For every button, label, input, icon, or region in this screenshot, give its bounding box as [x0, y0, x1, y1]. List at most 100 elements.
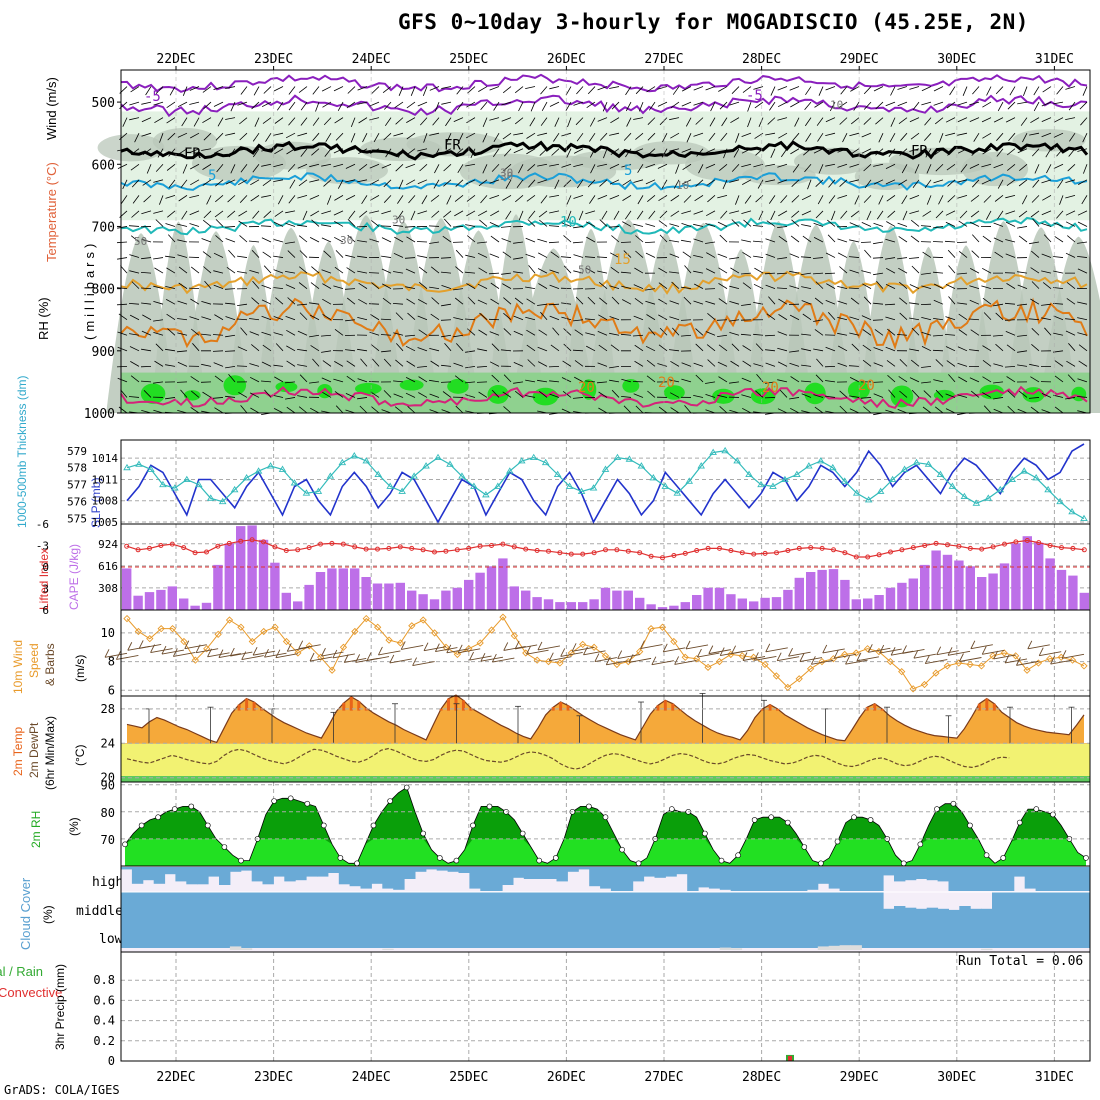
wind-barb [743, 219, 752, 227]
wind-barb [322, 360, 332, 367]
wind-barb [315, 101, 320, 112]
wind-barb [1041, 409, 1052, 414]
wind-barb [849, 395, 860, 398]
thickness-marker [434, 453, 442, 461]
li-marker [238, 538, 244, 544]
temp-tick-label: 24 [101, 736, 115, 750]
pressure-tick-label: 700 [92, 220, 115, 235]
wind-barb [261, 331, 272, 336]
wind-barb [683, 195, 692, 203]
wind-barb [597, 194, 608, 200]
upper-panel-frame [120, 69, 1091, 414]
cloud-high-bar [273, 867, 285, 877]
cloud-high-bar [349, 867, 361, 887]
wind-barb [947, 195, 956, 203]
wind-barb [1077, 301, 1088, 305]
wind10-marker [670, 637, 678, 646]
cape-bar [543, 599, 554, 611]
wind-barb [993, 117, 1004, 123]
wind-barb [933, 179, 944, 184]
wind-barb [202, 179, 212, 186]
wind10-barb-feather [628, 654, 634, 663]
thickness-marker [1056, 497, 1064, 505]
wind-barb [321, 163, 332, 167]
li-marker [318, 541, 323, 547]
wind-barb [431, 210, 440, 218]
wind-barb [527, 219, 536, 227]
wind10-barb-feather [822, 644, 828, 654]
wind-barb [791, 195, 800, 203]
wind-barb [909, 317, 920, 321]
wind-barb [1031, 281, 1040, 289]
wind-barb [190, 328, 200, 336]
contour-label-500: -5 [144, 89, 161, 105]
wind-barb [658, 220, 668, 227]
wind-barb [825, 132, 836, 136]
wind-barb [408, 195, 416, 204]
wind-barb [345, 163, 356, 169]
wind-barb [675, 164, 680, 174]
li-marker [831, 547, 836, 553]
thickness-marker [470, 482, 478, 489]
wind-barb [334, 195, 344, 201]
wind-barb [478, 391, 488, 398]
wind-barb [381, 163, 392, 169]
wind-barb [346, 101, 356, 109]
wind-barb [309, 179, 320, 183]
wind-barb [789, 86, 800, 91]
wind-barb [586, 267, 596, 274]
precip-tick-label: 0.2 [93, 1034, 115, 1048]
thickness-marker [494, 482, 502, 489]
precip-tick-label: 0 [108, 1054, 115, 1068]
wind-barb [347, 86, 356, 94]
wind-barb [970, 390, 980, 398]
wind-barb [117, 163, 128, 169]
wind-barb [1053, 101, 1064, 105]
wind-barb [1007, 101, 1016, 110]
cloud-middle-bar [610, 892, 623, 948]
wind10-barb-feather [412, 657, 418, 666]
wind-barb [922, 251, 932, 258]
wind10-barb [378, 650, 401, 656]
wind-barb [633, 148, 644, 153]
wind-barb [757, 179, 764, 189]
wind-barb [885, 346, 896, 352]
wind-barb [813, 348, 824, 352]
cape-bar [521, 590, 531, 610]
wind-barb [949, 86, 956, 96]
wind-barb [285, 271, 296, 274]
wind-barb [609, 163, 620, 169]
cape-bar [315, 572, 326, 610]
wind10-marker [898, 667, 906, 676]
wind10-barb [742, 656, 766, 661]
wind-barb [609, 316, 620, 321]
wind10-marker [932, 669, 940, 677]
wind-barb [116, 365, 128, 368]
wind-barb [273, 332, 284, 336]
cloud-high-bar [654, 867, 666, 878]
wind10-barb-feather [1061, 650, 1067, 659]
wind10-barb [366, 656, 390, 662]
wind-barb [803, 148, 812, 156]
wind-barb [478, 329, 488, 336]
wind-barb [311, 148, 320, 156]
wind-barb [1018, 390, 1028, 398]
freezing-level-line [120, 140, 1089, 161]
cape-bar [133, 595, 143, 610]
wind-barb [670, 195, 680, 202]
wind-barb [735, 133, 740, 143]
wind10-barb-feather [685, 640, 691, 650]
wind-barb [248, 240, 260, 243]
wind-barb [417, 365, 428, 368]
wind-barb [1023, 86, 1028, 97]
wind-barb [177, 318, 188, 321]
wind-barb [311, 219, 320, 227]
wind-barb [501, 238, 512, 243]
wind-barb [970, 329, 980, 336]
wind-barb [180, 179, 188, 189]
wind-barb [417, 255, 428, 258]
wind-barb [657, 101, 668, 107]
wind-barb [273, 163, 284, 168]
wind-barb [406, 298, 416, 305]
wind-barb [576, 132, 584, 142]
